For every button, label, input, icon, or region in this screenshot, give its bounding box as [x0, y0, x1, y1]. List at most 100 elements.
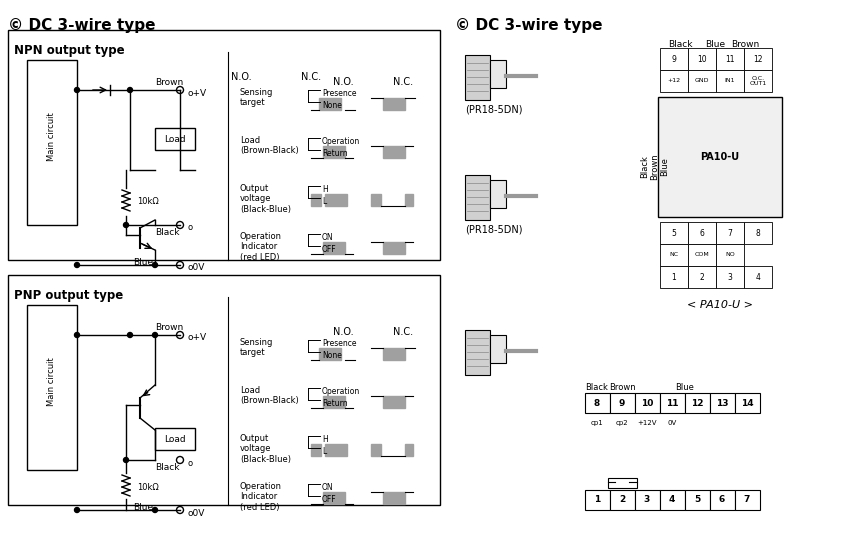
Bar [490, 335, 506, 363]
Text: Operation: Operation [322, 388, 360, 396]
Text: 7: 7 [744, 496, 750, 504]
Circle shape [127, 87, 132, 92]
Text: Blue: Blue [133, 258, 153, 267]
Circle shape [74, 333, 80, 338]
Bar [323, 242, 345, 254]
Text: Operation
Indicator
(red LED): Operation Indicator (red LED) [240, 232, 282, 262]
Text: N.C.: N.C. [301, 72, 321, 82]
Bar [688, 266, 716, 288]
Text: 9: 9 [671, 55, 676, 64]
Bar [383, 98, 405, 110]
Text: PNP output type: PNP output type [14, 289, 123, 302]
Bar [735, 490, 760, 510]
Circle shape [74, 87, 80, 92]
Bar [319, 98, 341, 110]
Circle shape [615, 479, 621, 485]
Text: 12: 12 [691, 399, 703, 408]
Bar [319, 348, 341, 360]
Circle shape [127, 333, 132, 338]
Bar [660, 266, 688, 288]
Text: (PR18-5DN): (PR18-5DN) [465, 225, 522, 235]
Circle shape [176, 221, 183, 228]
Bar [710, 490, 735, 510]
Text: cp2: cp2 [616, 420, 628, 426]
Text: +12V: +12V [638, 420, 657, 426]
Text: o0V: o0V [187, 264, 204, 273]
Text: 9: 9 [618, 399, 625, 408]
Bar [405, 444, 413, 456]
Bar [383, 396, 405, 408]
Bar [323, 396, 345, 408]
Bar [383, 242, 405, 254]
Text: PA10-U: PA10-U [701, 152, 740, 162]
Bar [660, 222, 688, 244]
Bar [660, 393, 685, 413]
Circle shape [152, 262, 157, 267]
Text: IN1: IN1 [725, 78, 735, 84]
Text: Presence: Presence [322, 340, 356, 348]
Text: o: o [187, 458, 192, 468]
Text: Brown: Brown [155, 78, 183, 87]
Bar [311, 194, 321, 206]
Bar [585, 490, 610, 510]
Circle shape [152, 333, 157, 338]
Text: Output
voltage
(Black-Blue): Output voltage (Black-Blue) [240, 434, 291, 464]
Text: 1: 1 [671, 273, 676, 281]
Bar [716, 70, 744, 92]
Text: Sensing
target: Sensing target [240, 88, 273, 107]
Text: 11: 11 [725, 55, 734, 64]
Bar [405, 194, 413, 206]
Text: 10kΩ: 10kΩ [137, 198, 159, 206]
Text: (PR18-5DN): (PR18-5DN) [465, 105, 522, 115]
Text: ON: ON [322, 233, 334, 242]
Text: 6: 6 [719, 496, 725, 504]
Bar [383, 348, 405, 360]
Bar [744, 222, 772, 244]
Text: 4: 4 [755, 273, 760, 281]
Bar [323, 492, 345, 504]
Text: 10kΩ: 10kΩ [137, 483, 159, 491]
Bar [490, 180, 506, 208]
Text: Brown: Brown [609, 383, 635, 392]
Bar [465, 330, 490, 375]
Text: 4: 4 [669, 496, 676, 504]
Text: NPN output type: NPN output type [14, 44, 125, 57]
Text: 2: 2 [618, 496, 625, 504]
Bar [585, 393, 610, 413]
Text: Operation: Operation [322, 138, 360, 146]
Text: 8: 8 [594, 399, 600, 408]
Text: None: None [322, 352, 342, 361]
Bar [27, 305, 77, 470]
Bar [325, 194, 347, 206]
Circle shape [74, 262, 80, 267]
Bar [660, 70, 688, 92]
Bar [658, 97, 782, 217]
Text: H: H [322, 435, 328, 444]
Text: +12: +12 [668, 78, 681, 84]
Text: Load
(Brown-Black): Load (Brown-Black) [240, 136, 298, 156]
Text: Main circuit: Main circuit [48, 357, 56, 407]
Text: 6: 6 [700, 228, 704, 238]
Text: 10: 10 [697, 55, 707, 64]
Text: L: L [322, 448, 326, 456]
Text: © DC 3-wire type: © DC 3-wire type [8, 18, 156, 33]
Bar [660, 490, 685, 510]
Text: None: None [322, 102, 342, 111]
Text: N.C.: N.C. [393, 77, 413, 87]
Text: ON: ON [322, 483, 334, 492]
Text: o0V: o0V [187, 509, 204, 517]
Text: N.O.: N.O. [231, 72, 252, 82]
Bar [744, 48, 772, 70]
Text: GND: GND [695, 78, 709, 84]
Text: 5: 5 [694, 496, 700, 504]
Circle shape [124, 457, 129, 462]
Text: Blue: Blue [705, 40, 725, 49]
Text: o+V: o+V [187, 89, 206, 98]
Bar [325, 444, 347, 456]
Text: Black: Black [155, 463, 180, 472]
Bar [716, 48, 744, 70]
Circle shape [74, 508, 80, 512]
Text: L: L [322, 198, 326, 206]
Text: 2: 2 [700, 273, 704, 281]
Text: 14: 14 [740, 399, 753, 408]
